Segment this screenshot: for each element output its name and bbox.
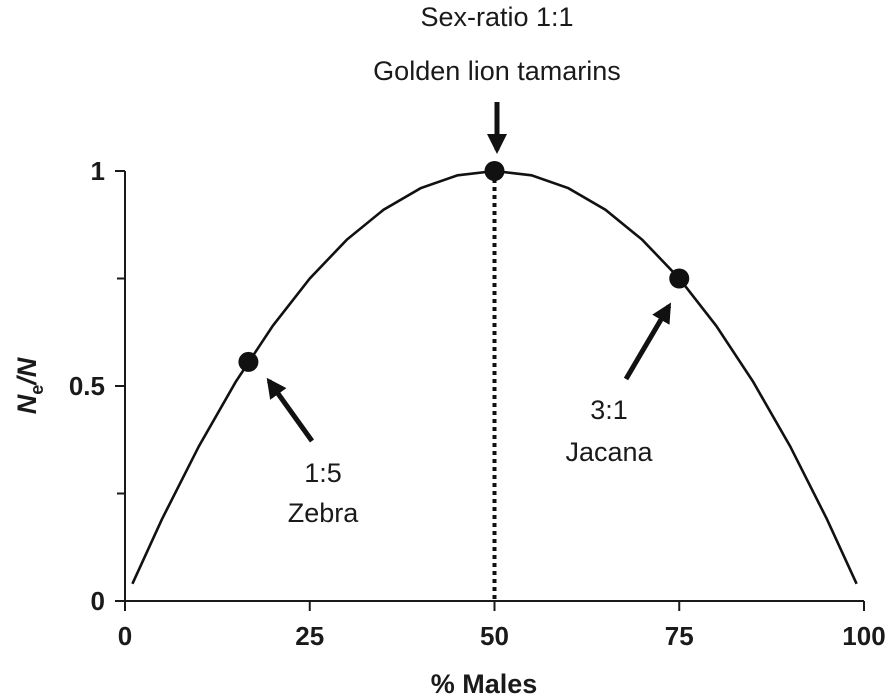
y-axis-title-tail: /N — [12, 357, 42, 386]
annotation-golden-lion-tamarins: Golden lion tamarins — [373, 56, 621, 86]
annotation-jacana-name: Jacana — [565, 437, 653, 467]
y-tick-label: 0.5 — [69, 371, 105, 401]
y-tick-label: 0 — [91, 586, 105, 616]
y-axis-title-main: N — [12, 394, 42, 414]
x-ticks: 0 25 50 75 100 — [118, 601, 886, 651]
arrow-jacana — [623, 302, 672, 381]
series-line — [131, 169, 858, 585]
y-axis-title: Ne/N — [12, 357, 47, 414]
x-axis-title: % Males — [431, 669, 538, 698]
x-tick-label: 0 — [118, 621, 132, 651]
y-tick-label: 1 — [91, 156, 105, 186]
x-tick-label: 75 — [665, 621, 694, 651]
annotation-zebra-ratio: 1:5 — [304, 458, 342, 488]
data-point — [484, 161, 505, 181]
annotation-zebra-name: Zebra — [288, 498, 360, 528]
annotation-sex-ratio: Sex-ratio 1:1 — [420, 2, 573, 32]
data-point — [669, 268, 690, 289]
x-tick-label: 50 — [480, 621, 509, 651]
x-tick-label: 100 — [842, 621, 885, 651]
annotation-jacana-ratio: 3:1 — [590, 395, 628, 425]
y-axis-title-sub: e — [27, 385, 47, 395]
highlighted-points — [238, 161, 690, 372]
arrow-zebra — [266, 377, 315, 443]
y-ticks: 00.51 — [69, 156, 125, 616]
x-tick-label: 25 — [295, 621, 324, 651]
data-point — [238, 351, 259, 372]
